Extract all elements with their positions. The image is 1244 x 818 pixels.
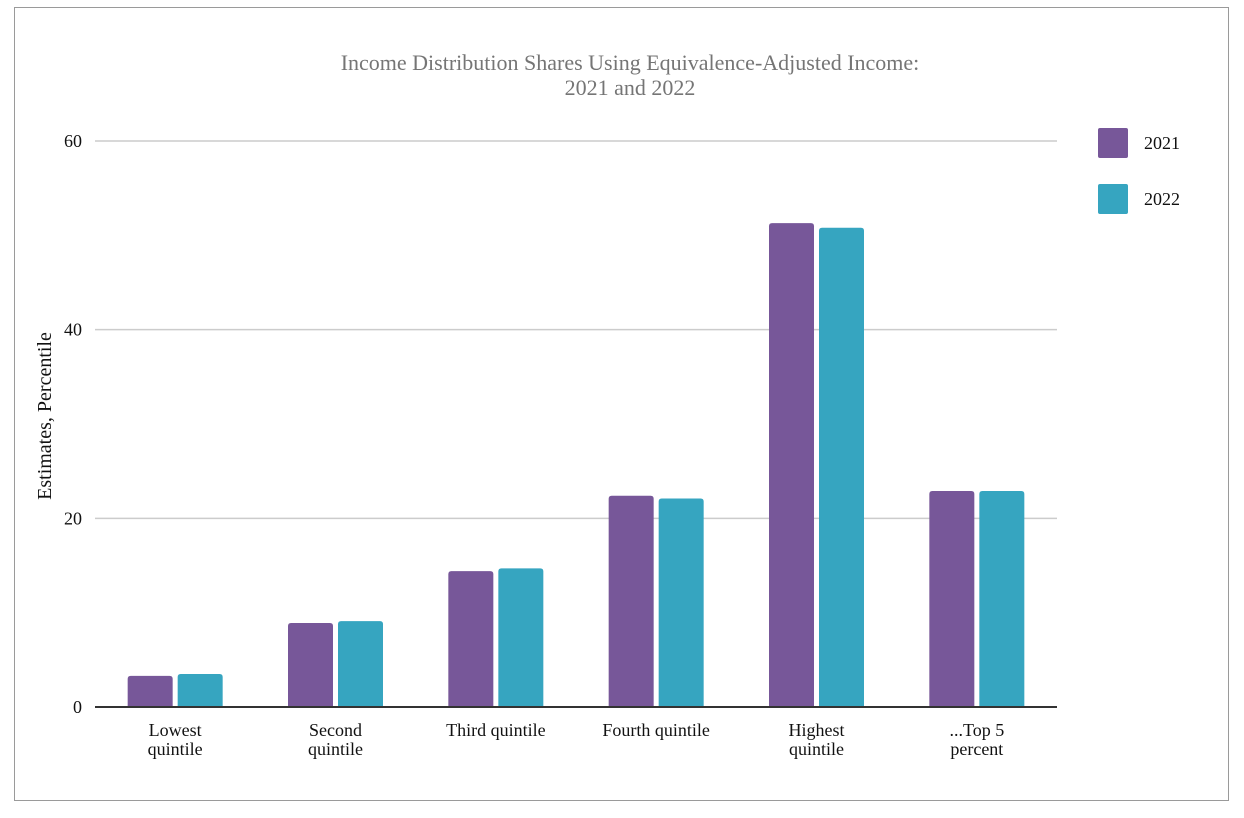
bar-2022 [819,227,864,707]
x-tick-label-line: quintile [148,739,203,759]
legend-item-2021: 2021 [1098,128,1180,158]
legend: 2021 2022 [1098,128,1180,214]
gridlines [95,140,1057,520]
y-tick-label: 60 [64,131,82,151]
y-tick-label: 0 [73,697,82,717]
x-tick-label: Fourth quintile [602,720,710,740]
x-tick-label: Third quintile [446,720,545,740]
x-tick-label-line: percent [950,739,1003,759]
bar-2022 [498,568,544,707]
bar-2022 [658,498,704,707]
chart-title: Income Distribution Shares Using Equival… [341,50,920,100]
bar-2021 [127,675,173,707]
bar-2021 [288,623,333,707]
bar-2021 [769,223,814,707]
legend-label: 2021 [1144,133,1180,153]
y-tick-label: 20 [64,508,82,528]
y-axis-title-text: Estimates, Percentile [34,332,56,500]
x-tick-label-line: Fourth quintile [602,720,710,740]
y-tick-label: 40 [64,320,82,340]
chart-title-line: 2021 and 2022 [565,75,696,100]
x-tick-label-line: quintile [308,739,363,759]
bar-2021 [929,490,975,707]
bar-2021 [448,571,494,707]
bar-2022 [979,490,1025,707]
bars [127,223,1025,707]
legend-swatch [1098,128,1128,158]
x-tick-label-line: Highest [789,720,845,740]
legend-label: 2022 [1144,189,1180,209]
x-tick-label-line: Third quintile [446,720,545,740]
x-tick-label: Second quintile [308,720,363,759]
bar-2022 [338,621,383,707]
x-tick-label-line: ...Top 5 [949,720,1004,740]
chart-title-line: Income Distribution Shares Using Equival… [341,50,920,75]
legend-swatch [1098,184,1128,214]
x-tick-label: ...Top 5 percent [949,720,1004,759]
bar-2021 [608,495,654,707]
x-tick-label-line: Second [309,720,362,740]
bar-2022 [177,673,223,707]
x-tick-label: Lowest quintile [148,720,203,759]
legend-item-2022: 2022 [1098,184,1180,214]
x-tick-label: Highest quintile [789,720,845,759]
y-axis-title: Estimates, Percentile [34,332,56,500]
y-axis-ticks: 0 20 40 60 [64,131,82,717]
x-tick-label-line: Lowest [149,720,202,740]
x-tick-label-line: quintile [789,739,844,759]
